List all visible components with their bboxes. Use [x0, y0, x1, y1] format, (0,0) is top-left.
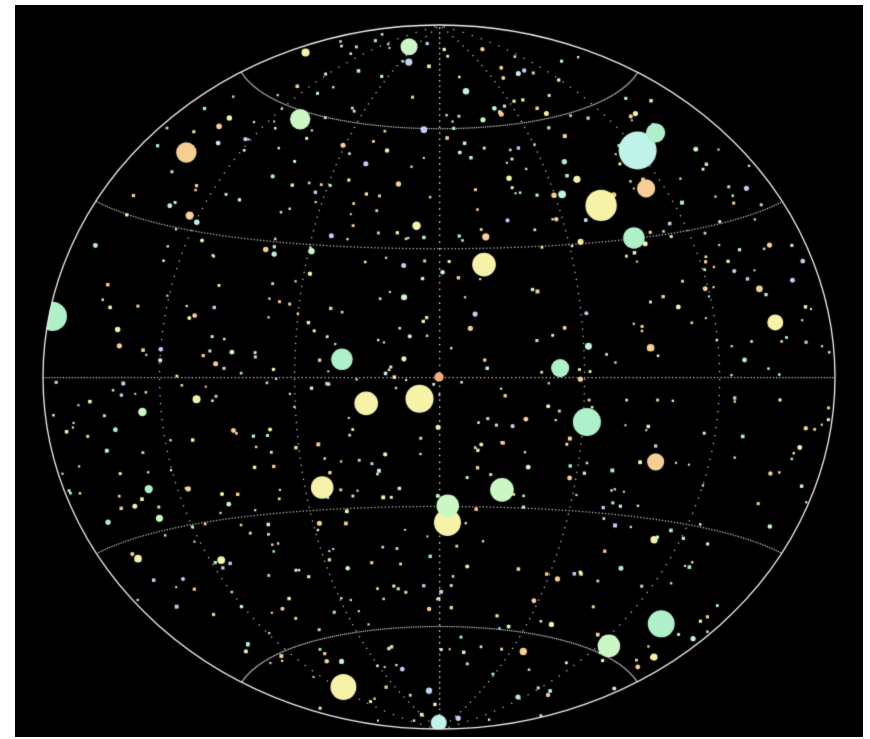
sky-map-viewport[interactable]: [15, 5, 863, 737]
sky-map-canvas[interactable]: [15, 5, 863, 737]
